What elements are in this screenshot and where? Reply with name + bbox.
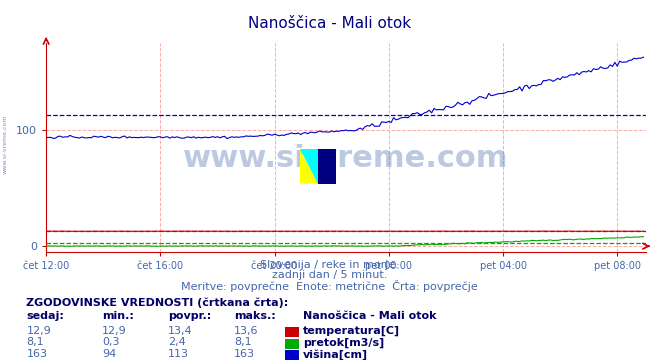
Text: 113: 113 bbox=[168, 349, 189, 359]
Polygon shape bbox=[300, 149, 318, 184]
Text: Nanoščica - Mali otok: Nanoščica - Mali otok bbox=[303, 311, 437, 321]
Text: www.si-vreme.com: www.si-vreme.com bbox=[3, 114, 8, 174]
Text: višina[cm]: višina[cm] bbox=[303, 349, 368, 360]
Text: min.:: min.: bbox=[102, 311, 134, 321]
Text: pretok[m3/s]: pretok[m3/s] bbox=[303, 337, 384, 348]
Text: 13,4: 13,4 bbox=[168, 326, 192, 336]
Text: ZGODOVINSKE VREDNOSTI (črtkana črta):: ZGODOVINSKE VREDNOSTI (črtkana črta): bbox=[26, 297, 289, 307]
Text: zadnji dan / 5 minut.: zadnji dan / 5 minut. bbox=[272, 270, 387, 280]
Text: 163: 163 bbox=[234, 349, 255, 359]
Text: 2,4: 2,4 bbox=[168, 337, 186, 347]
Text: 8,1: 8,1 bbox=[26, 337, 44, 347]
Text: povpr.:: povpr.: bbox=[168, 311, 212, 321]
Text: 12,9: 12,9 bbox=[102, 326, 127, 336]
Text: Slovenija / reke in morje.: Slovenija / reke in morje. bbox=[260, 260, 399, 270]
Text: 94: 94 bbox=[102, 349, 117, 359]
Text: Meritve: povprečne  Enote: metrične  Črta: povprečje: Meritve: povprečne Enote: metrične Črta:… bbox=[181, 280, 478, 292]
Text: Nanoščica - Mali otok: Nanoščica - Mali otok bbox=[248, 16, 411, 31]
Text: maks.:: maks.: bbox=[234, 311, 275, 321]
Text: sedaj:: sedaj: bbox=[26, 311, 64, 321]
Text: www.si-vreme.com: www.si-vreme.com bbox=[183, 144, 509, 172]
Text: 163: 163 bbox=[26, 349, 47, 359]
Text: 8,1: 8,1 bbox=[234, 337, 252, 347]
Text: 12,9: 12,9 bbox=[26, 326, 51, 336]
Text: 13,6: 13,6 bbox=[234, 326, 258, 336]
Text: 0,3: 0,3 bbox=[102, 337, 120, 347]
Polygon shape bbox=[318, 149, 336, 184]
Text: temperatura[C]: temperatura[C] bbox=[303, 326, 400, 336]
Polygon shape bbox=[300, 149, 318, 184]
